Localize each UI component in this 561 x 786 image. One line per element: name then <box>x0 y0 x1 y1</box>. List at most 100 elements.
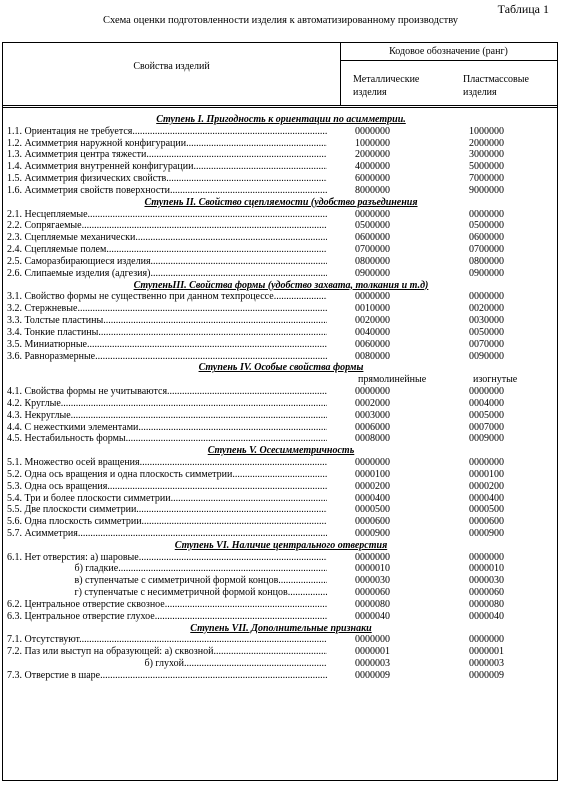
metal-code: 0800000 <box>355 255 390 267</box>
plastic-code: 0900000 <box>469 267 504 279</box>
plastic-code: 3000000 <box>469 149 504 161</box>
plastic-code: 0000080 <box>469 598 504 610</box>
metal-code: 6000000 <box>355 173 390 185</box>
plastic-code: 0000500 <box>469 504 504 516</box>
table-body: Ступень I. Пригодность к ориентации по а… <box>3 114 559 682</box>
table-row: 3.6. Равноразмерные 0080000 0090000 <box>3 351 559 363</box>
property-label: 1.3. Асимметрия центра тяжести <box>7 149 327 161</box>
stage-heading: Ступень II. Свойство сцепляемости (удобс… <box>144 196 418 208</box>
stage-heading: Ступень VII. Дополнительные признаки <box>190 622 372 634</box>
table-row: 3.3. Толстые пластины 0020000 0030000 <box>3 315 559 327</box>
header-subdivider <box>340 60 557 61</box>
plastic-code: 0000100 <box>469 468 504 480</box>
property-label: 7.2. Паз или выступ на образующей: а) ск… <box>7 646 327 658</box>
metal-code: 0000000 <box>355 551 390 563</box>
table-row: б) гладкие 0000010 0000010 <box>3 563 559 575</box>
property-label: 5.4. Три и более плоскости симметрии <box>7 493 327 505</box>
metal-code: 0002000 <box>355 397 390 409</box>
property-label: 1.1. Ориентация не требуется <box>7 126 327 138</box>
metal-code: 0000000 <box>355 634 390 646</box>
plastic-code: 0000900 <box>469 527 504 539</box>
plastic-code: 0000001 <box>469 646 504 658</box>
metal-code: 0000003 <box>355 658 390 670</box>
metal-code: 0000001 <box>355 646 390 658</box>
stage-heading: Ступень VI. Наличие центрального отверст… <box>174 539 388 551</box>
plastic-code: 9000000 <box>469 184 504 196</box>
property-label: 4.2. Круглые <box>7 398 327 410</box>
table-row: 4.1. Свойства формы не учитываются 000000… <box>3 386 559 398</box>
plastic-code: 7000000 <box>469 173 504 185</box>
header-plastic: Пластмассовые изделия <box>463 74 529 98</box>
header-code: Кодовое обозначение (ранг) <box>389 46 508 57</box>
plastic-code: 0000600 <box>469 516 504 528</box>
plastic-code: 0000000 <box>469 634 504 646</box>
column-subheading: прямолинейные изогнутые <box>3 374 559 386</box>
plastic-code: 2000000 <box>469 137 504 149</box>
table-row: 7.1. Отсутствуют 0000000 0000000 <box>3 634 559 646</box>
plastic-code: 0005000 <box>469 409 504 421</box>
metal-code: 0000000 <box>355 457 390 469</box>
plastic-code: 0500000 <box>469 220 504 232</box>
property-label: 1.6. Асимметрия свойств поверхности <box>7 185 327 197</box>
property-label: 4.3. Некруглые <box>7 410 327 422</box>
table-row: 5.7. Асимметрия 0000900 0000900 <box>3 528 559 540</box>
stage-heading: Ступень IV. Особые свойства формы <box>198 362 364 374</box>
header-properties: Свойства изделий <box>133 61 210 72</box>
plastic-code: 0020000 <box>469 303 504 315</box>
metal-code: 0000100 <box>355 468 390 480</box>
subhead-curved: изогнутые <box>473 374 518 386</box>
plastic-code: 0050000 <box>469 326 504 338</box>
plastic-code: 0000000 <box>469 386 504 398</box>
table-row: 4.3. Некруглые 0003000 0005000 <box>3 410 559 422</box>
table-row: 2.2. Сопрягаемые 0500000 0500000 <box>3 220 559 232</box>
metal-code: 0600000 <box>355 232 390 244</box>
plastic-code: 0000040 <box>469 610 504 622</box>
property-label: 3.2. Стержневые <box>7 303 327 315</box>
table-row: 5.1. Множество осей вращения 0000000 00000… <box>3 457 559 469</box>
table-row: 2.4. Сцепляемые полем 0700000 0700000 <box>3 244 559 256</box>
table-title: Схема оценки подготовленности изделия к … <box>102 15 459 26</box>
metal-code: 0000060 <box>355 587 390 599</box>
table-row: 4.2. Круглые 0002000 0004000 <box>3 398 559 410</box>
metal-code: 0060000 <box>355 338 390 350</box>
property-label: б) глухой <box>7 658 327 670</box>
stage-heading: СтупеньIII. Свойства формы (удобство зах… <box>133 279 429 291</box>
property-label: 6.1. Нет отверстия: а) шаровые <box>7 552 327 564</box>
property-label: 2.3. Сцепляемые механически <box>7 232 327 244</box>
subhead-straight: прямолинейные <box>358 374 427 386</box>
metal-code: 0500000 <box>355 220 390 232</box>
table-frame: Свойства изделий Кодовое обозначение (ра… <box>2 42 558 781</box>
property-label: 3.3. Толстые пластины <box>7 315 327 327</box>
metal-code: 0000400 <box>355 492 390 504</box>
plastic-code: 0000009 <box>469 669 504 681</box>
property-label: 1.4. Асимметрия внутренней конфигурации <box>7 161 327 173</box>
table-row: в) ступенчатые с симметричной формой кон… <box>3 575 559 587</box>
property-label: 3.1. Свойство формы не существенно при д… <box>7 291 327 303</box>
stage-heading: Ступень V. Осесимметричность <box>207 445 355 457</box>
plastic-code: 0007000 <box>469 421 504 433</box>
table-row: 5.3. Одна ось вращения 0000200 0000200 <box>3 481 559 493</box>
property-label: 5.6. Одна плоскость симметрии <box>7 516 327 528</box>
table-row: 4.5. Нестабильность формы 0008000 0009000 <box>3 433 559 445</box>
table-caption: Таблица 1 <box>497 2 549 16</box>
table-row: 2.1. Несцепляемые 0000000 0000000 <box>3 209 559 221</box>
metal-code: 0000600 <box>355 516 390 528</box>
table-row: 2.6. Слипаемые изделия (адгезия) 0900000 0… <box>3 268 559 280</box>
plastic-code: 0000000 <box>469 551 504 563</box>
metal-code: 4000000 <box>355 161 390 173</box>
metal-code: 0000030 <box>355 575 390 587</box>
table-row: 6.3. Центральное отверстие глухое 0000040… <box>3 611 559 623</box>
property-label: 4.1. Свойства формы не учитываются <box>7 386 327 398</box>
table-row: 1.1. Ориентация не требуется 0000000 10000… <box>3 126 559 138</box>
property-label: 5.3. Одна ось вращения <box>7 481 327 493</box>
table-row: 1.3. Асимметрия центра тяжести 2000000 300… <box>3 149 559 161</box>
plastic-code: 0090000 <box>469 350 504 362</box>
property-label: 2.6. Слипаемые изделия (адгезия) <box>7 268 327 280</box>
table-row: 7.2. Паз или выступ на образующей: а) ск… <box>3 646 559 658</box>
table-row: 5.6. Одна плоскость симметрии 0000600 0000… <box>3 516 559 528</box>
table-row: 5.4. Три и более плоскости симметрии 0000… <box>3 493 559 505</box>
plastic-code: 5000000 <box>469 161 504 173</box>
metal-code: 0080000 <box>355 350 390 362</box>
plastic-code: 0000000 <box>469 208 504 220</box>
metal-code: 0020000 <box>355 315 390 327</box>
